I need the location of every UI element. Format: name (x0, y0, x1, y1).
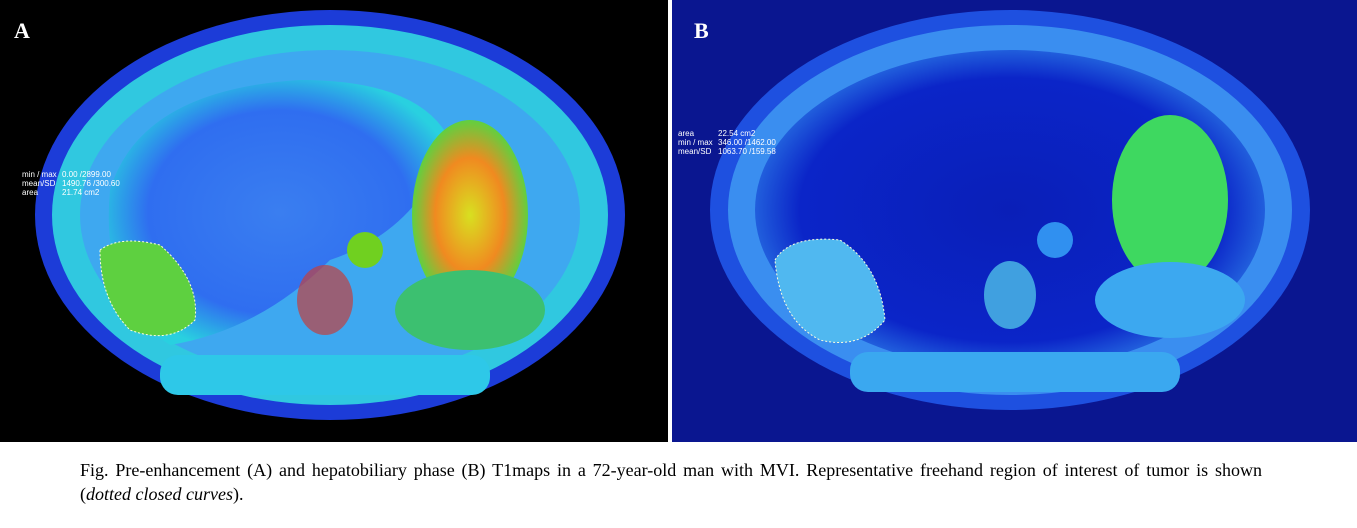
overlay-key: mean/SD (22, 179, 56, 188)
caption-italic: dotted closed curves (86, 484, 233, 504)
liver (108, 80, 450, 345)
back-muscle (160, 355, 490, 395)
stomach (1112, 115, 1228, 285)
spleen (1095, 262, 1245, 338)
stomach (412, 120, 528, 310)
spleen (395, 270, 545, 350)
caption-end: ). (232, 484, 244, 504)
overlay-value: 22.54 cm2 (718, 129, 756, 138)
aorta (1037, 222, 1073, 258)
aorta (347, 232, 383, 268)
spine (297, 265, 353, 335)
overlay-value: 21.74 cm2 (62, 188, 100, 197)
caption: Fig. Pre-enhancement (A) and hepatobilia… (80, 458, 1262, 506)
panel-label: A (14, 18, 30, 43)
overlay-key: min / max (678, 138, 713, 147)
overlay-key: area (678, 129, 695, 138)
overlay-key: area (22, 188, 39, 197)
figure-images: A B min / max 0.00 /2899.00 mean/SD 1490.76… (0, 0, 1357, 442)
overlay-value: 0.00 /2899.00 (62, 170, 111, 179)
tumor-roi (99, 240, 197, 337)
overlay-key: mean/SD (678, 147, 712, 156)
overlay-value: 1490.76 /300.60 (62, 179, 120, 188)
spine (984, 261, 1036, 329)
caption-text: Fig. Pre-enhancement (A) and hepatobilia… (80, 460, 1262, 504)
overlay-key: min / max (22, 170, 57, 179)
overlay-value: 346.00 /1462.00 (718, 138, 776, 147)
panel-label: B (694, 18, 709, 43)
tumor-roi (774, 238, 886, 343)
back-muscle (850, 352, 1180, 392)
overlay-value: 1063.70 /159.58 (718, 147, 776, 156)
